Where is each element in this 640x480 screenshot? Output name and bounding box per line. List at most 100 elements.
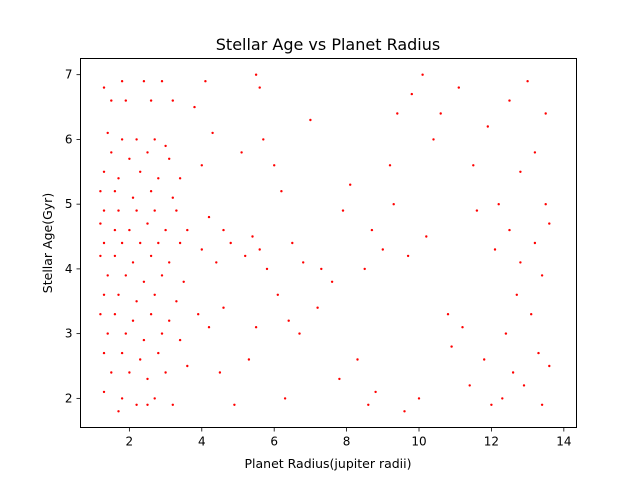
- x-axis-label: Planet Radius(jupiter radii): [244, 456, 411, 471]
- x-axis-ticks: 2 4 6 8 10 12 14: [126, 427, 571, 449]
- data-points: [99, 73, 551, 413]
- data-point: [265, 267, 269, 271]
- x-tick-label: 10: [411, 435, 426, 449]
- data-point: [171, 99, 174, 102]
- data-point: [102, 86, 106, 89]
- data-point: [508, 228, 511, 232]
- data-point: [258, 86, 261, 89]
- data-point: [182, 280, 185, 283]
- data-point: [99, 222, 102, 225]
- data-point: [287, 319, 290, 322]
- data-point: [168, 157, 171, 160]
- data-point: [124, 332, 128, 335]
- data-point: [519, 261, 522, 264]
- data-point: [120, 80, 124, 83]
- data-point: [211, 131, 214, 135]
- data-point: [204, 80, 207, 83]
- data-point: [178, 338, 182, 342]
- data-point: [374, 390, 377, 394]
- x-tick-label: 4: [198, 435, 206, 449]
- data-point: [110, 151, 113, 154]
- data-point: [146, 377, 149, 381]
- data-point: [168, 261, 171, 264]
- data-point: [146, 403, 149, 406]
- data-point: [417, 397, 421, 400]
- data-point: [175, 300, 178, 303]
- data-point: [330, 280, 334, 283]
- data-point: [291, 241, 294, 245]
- data-point: [254, 73, 258, 76]
- data-point: [501, 397, 504, 400]
- data-point: [370, 228, 374, 232]
- data-point: [110, 99, 113, 102]
- data-point: [153, 209, 156, 212]
- data-point: [135, 403, 138, 406]
- data-point: [302, 261, 305, 264]
- data-point: [186, 228, 189, 232]
- data-point: [164, 371, 167, 374]
- data-point: [472, 164, 475, 167]
- data-point: [356, 358, 359, 361]
- data-point: [349, 183, 352, 186]
- data-point: [153, 397, 156, 400]
- data-point: [120, 351, 124, 355]
- data-point: [139, 358, 142, 361]
- data-point: [530, 313, 533, 316]
- y-tick-label: 6: [65, 132, 73, 146]
- data-point: [157, 177, 160, 180]
- data-point: [215, 261, 218, 264]
- data-point: [363, 267, 366, 271]
- data-point: [222, 306, 225, 309]
- data-point: [544, 203, 547, 206]
- data-point: [251, 235, 254, 238]
- y-tick-label: 3: [65, 327, 73, 341]
- data-point: [157, 351, 160, 355]
- data-point: [135, 138, 138, 141]
- data-point: [392, 203, 395, 206]
- data-point: [280, 190, 283, 193]
- data-point: [316, 306, 319, 309]
- data-point: [254, 326, 258, 329]
- data-point: [207, 326, 211, 329]
- data-point: [450, 345, 453, 348]
- data-point: [457, 86, 460, 89]
- x-tick-label: 8: [343, 435, 351, 449]
- data-point: [526, 80, 529, 83]
- data-point: [233, 403, 236, 406]
- data-point: [171, 403, 174, 406]
- y-tick-label: 4: [65, 262, 73, 276]
- data-point: [131, 196, 135, 199]
- data-point: [117, 177, 120, 180]
- data-point: [493, 248, 497, 251]
- data-point: [135, 300, 138, 303]
- data-point: [146, 151, 149, 154]
- data-point: [548, 364, 551, 368]
- data-point: [186, 364, 189, 368]
- data-point: [283, 397, 287, 400]
- data-point: [218, 371, 222, 374]
- data-point: [102, 351, 106, 355]
- data-point: [102, 170, 106, 173]
- data-point: [410, 92, 413, 96]
- data-point: [298, 332, 301, 335]
- data-point: [124, 99, 128, 102]
- data-point: [197, 313, 200, 316]
- x-tick-label: 14: [556, 435, 571, 449]
- data-point: [171, 196, 174, 199]
- data-point: [99, 190, 102, 193]
- data-point: [113, 313, 117, 316]
- data-point: [102, 293, 106, 296]
- data-point: [533, 241, 537, 245]
- data-point: [421, 73, 424, 76]
- data-point: [117, 410, 120, 413]
- data-point: [540, 274, 544, 277]
- data-point: [102, 241, 106, 245]
- data-point: [273, 164, 276, 167]
- data-point: [425, 235, 428, 238]
- data-point: [244, 254, 247, 258]
- data-point: [222, 228, 225, 232]
- data-point: [540, 403, 544, 406]
- x-tick-label: 6: [270, 435, 278, 449]
- data-point: [142, 280, 146, 283]
